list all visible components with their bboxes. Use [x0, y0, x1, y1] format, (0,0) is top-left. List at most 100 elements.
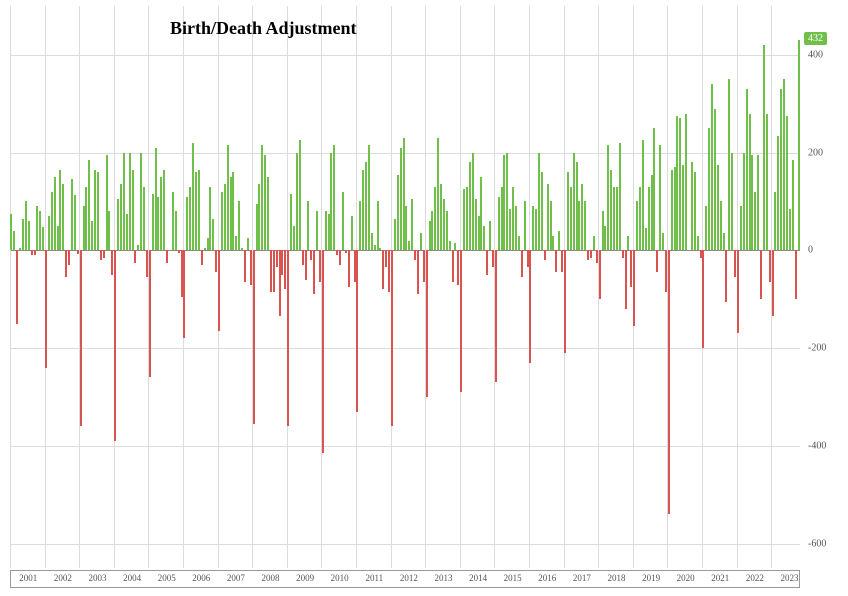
bar: [221, 192, 223, 251]
grid-line-h: [10, 446, 800, 447]
bar: [795, 250, 797, 299]
bar: [573, 153, 575, 251]
last-value-annotation: 432: [804, 32, 827, 45]
bar: [532, 206, 534, 250]
bar: [224, 184, 226, 250]
bar: [152, 194, 154, 250]
bar: [720, 201, 722, 250]
bar: [354, 250, 356, 282]
bar: [463, 189, 465, 250]
bar: [457, 250, 459, 284]
bar: [555, 250, 557, 272]
bar: [754, 192, 756, 251]
bar: [622, 250, 624, 257]
bar: [780, 89, 782, 250]
bar: [587, 250, 589, 260]
bar: [342, 192, 344, 251]
bar: [723, 233, 725, 250]
x-tick-label: 2010: [331, 573, 349, 583]
chart-container: 2001200220032004200520062007200820092010…: [0, 0, 848, 596]
bar: [581, 184, 583, 250]
bar: [276, 250, 278, 267]
bar: [460, 250, 462, 392]
bar: [244, 250, 246, 282]
y-tick-label: 200: [808, 147, 844, 158]
bar: [365, 162, 367, 250]
bar: [328, 214, 330, 251]
bar: [195, 172, 197, 250]
x-tick-label: 2021: [711, 573, 729, 583]
bar: [97, 172, 99, 250]
bar: [302, 250, 304, 265]
x-tick-label: 2007: [227, 573, 245, 583]
bar: [345, 250, 347, 252]
bar: [209, 187, 211, 251]
bar: [627, 236, 629, 251]
bar: [495, 250, 497, 382]
bar: [429, 221, 431, 250]
bar: [599, 250, 601, 299]
bar: [567, 172, 569, 250]
bar: [766, 114, 768, 251]
x-tick-label: 2003: [88, 573, 106, 583]
bar: [54, 177, 56, 250]
bar: [740, 206, 742, 250]
bar: [561, 250, 563, 272]
bar: [783, 79, 785, 250]
bar: [19, 248, 21, 250]
bar: [31, 250, 33, 255]
bar: [51, 192, 53, 251]
bar: [734, 250, 736, 277]
bar: [454, 243, 456, 250]
bar: [181, 250, 183, 296]
bar: [238, 201, 240, 250]
bar: [198, 170, 200, 251]
bar: [431, 211, 433, 250]
bar: [34, 250, 36, 255]
bar: [659, 145, 661, 250]
bar: [42, 227, 44, 250]
bar: [480, 177, 482, 250]
bar: [296, 153, 298, 251]
bar: [518, 236, 520, 251]
bar: [731, 153, 733, 251]
bar: [149, 250, 151, 377]
bar: [645, 228, 647, 250]
bar: [717, 165, 719, 251]
bar: [114, 250, 116, 441]
bar: [570, 187, 572, 251]
bar: [359, 201, 361, 250]
bar: [235, 236, 237, 251]
bar: [694, 172, 696, 250]
bar: [639, 187, 641, 251]
bar: [183, 250, 185, 338]
bar: [13, 231, 15, 251]
bar: [212, 219, 214, 251]
bar: [610, 170, 612, 251]
bar: [613, 187, 615, 251]
bar: [261, 145, 263, 250]
bar: [751, 155, 753, 250]
bar: [550, 201, 552, 250]
bar: [691, 162, 693, 250]
bar: [564, 250, 566, 353]
y-tick-label: 400: [808, 49, 844, 60]
bar: [728, 79, 730, 250]
bar: [403, 138, 405, 250]
bar: [452, 250, 454, 282]
grid-line-h: [10, 55, 800, 56]
bar: [423, 250, 425, 282]
x-tick-label: 2006: [192, 573, 210, 583]
bar: [668, 250, 670, 514]
bar: [186, 197, 188, 251]
bar: [558, 231, 560, 251]
bar: [218, 250, 220, 331]
bar: [437, 138, 439, 250]
bar: [700, 250, 702, 257]
x-tick-label: 2004: [123, 573, 141, 583]
bar: [506, 153, 508, 251]
bar: [106, 155, 108, 251]
bar: [253, 250, 255, 423]
bar: [333, 145, 335, 250]
bar: [336, 250, 338, 255]
